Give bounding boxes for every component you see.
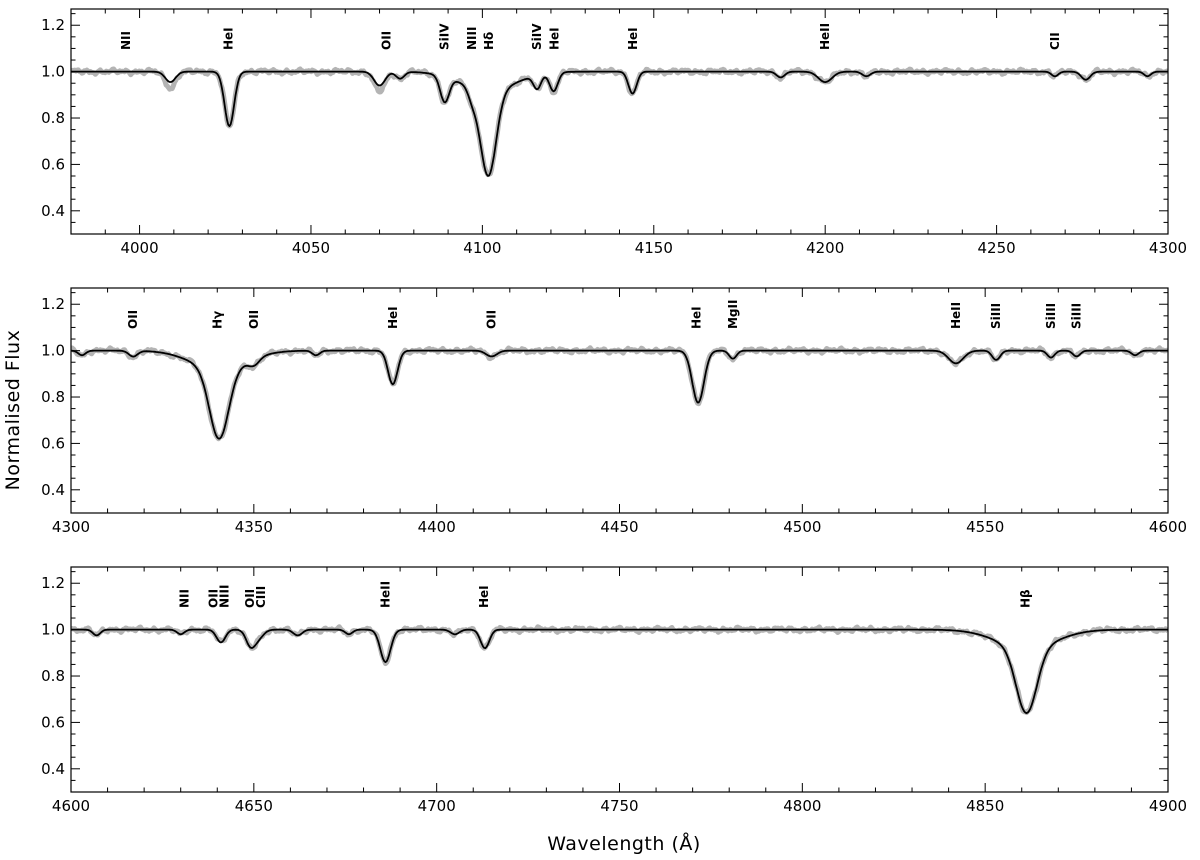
x-tick-label: 4300 [1149, 239, 1187, 257]
line-id-label: HeII [818, 23, 832, 50]
line-id-label: OII [485, 310, 499, 329]
x-tick-label: 4650 [235, 797, 273, 815]
x-tick-label: 4800 [783, 797, 821, 815]
x-tick-label: 4700 [418, 797, 456, 815]
line-id-label: NIII [465, 27, 479, 50]
x-tick-label: 4200 [806, 239, 844, 257]
x-tick-label: 4750 [600, 797, 638, 815]
line-id-label: HeI [689, 306, 703, 329]
y-tick-label: 0.6 [41, 713, 65, 731]
line-id-label: OII [243, 589, 257, 608]
x-tick-label: 4000 [120, 239, 158, 257]
line-id-label: HeI [477, 585, 491, 608]
observed-spectrum-series [71, 624, 1168, 715]
x-tick-label: 4900 [1149, 797, 1187, 815]
line-id-label: NIII [218, 585, 232, 608]
line-id-label: OII [126, 310, 140, 329]
y-tick-label: 0.4 [41, 760, 65, 778]
line-id-label: HeII [949, 302, 963, 329]
line-id-label: SiIV [530, 23, 544, 50]
line-id-label: NII [177, 589, 191, 608]
spectrum-panel-3: 4600 4650 4700 4750 4800 4850 4900 0.4 0.6 0.8 1.0… [41, 566, 1187, 815]
line-id-label: OII [379, 31, 393, 50]
line-id-label: SiIV [438, 23, 452, 50]
y-tick-label: 1.2 [41, 295, 65, 313]
line-id-label: SiIII [989, 303, 1003, 329]
line-id-label: HeI [386, 306, 400, 329]
x-axis-title: Wavelength (Å) [547, 832, 701, 855]
x-tick-label: 4050 [292, 239, 330, 257]
x-tick-label: 4600 [52, 797, 90, 815]
y-tick-label: 0.8 [41, 388, 65, 406]
y-tick-label: 1.2 [41, 574, 65, 592]
model-spectrum-series [71, 349, 1168, 440]
y-tick-label: 0.4 [41, 481, 65, 499]
x-tick-label: 4850 [966, 797, 1004, 815]
line-id-label: SiIII [1044, 303, 1058, 329]
line-id-label: Hβ [1018, 589, 1032, 608]
line-id-label: Hδ [482, 32, 496, 50]
y-tick-label: 0.6 [41, 434, 65, 452]
spectrum-panel-2: 4300 4350 4400 4450 4500 4550 4600 0.4 0.6 0.8 1.0… [41, 287, 1187, 536]
line-id-label: CII [1048, 32, 1062, 50]
x-tick-label: 4100 [463, 239, 501, 257]
y-tick-label: 1.0 [41, 63, 65, 81]
x-tick-label: 4250 [978, 239, 1016, 257]
observed-spectrum-series [71, 66, 1168, 178]
line-id-label: HeI [222, 27, 236, 50]
x-tick-label: 4400 [418, 518, 456, 536]
panel-frame [70, 566, 1169, 793]
y-tick-label: 0.6 [41, 155, 65, 173]
x-tick-label: 4550 [966, 518, 1004, 536]
x-tick-label: 4450 [600, 518, 638, 536]
x-tick-label: 4150 [635, 239, 673, 257]
line-id-label: CIII [254, 586, 268, 608]
line-id-label: MgII [726, 300, 740, 329]
line-id-label: NII [119, 31, 133, 50]
x-tick-label: 4350 [235, 518, 273, 536]
line-id-label: OII [247, 310, 261, 329]
line-id-label: Hγ [210, 311, 224, 329]
y-axis-title: Normalised Flux [2, 330, 24, 491]
y-tick-label: 1.0 [41, 621, 65, 639]
y-tick-label: 1.0 [41, 342, 65, 360]
x-tick-label: 4600 [1149, 518, 1187, 536]
y-tick-label: 0.4 [41, 202, 65, 220]
model-spectrum-series [71, 70, 1168, 177]
x-tick-label: 4500 [783, 518, 821, 536]
y-tick-label: 0.8 [41, 667, 65, 685]
spectrum-panel-1: 4000 4050 4100 4150 4200 4250 4300 0.4 0.6 0.8 1.0… [41, 8, 1187, 257]
line-id-label: HeII [378, 581, 392, 608]
line-id-label: SiIII [1070, 303, 1084, 329]
model-spectrum-series [71, 628, 1168, 714]
line-id-label: OII [207, 589, 221, 608]
line-id-label: HeI [626, 27, 640, 50]
y-tick-label: 1.2 [41, 16, 65, 34]
panel-frame [70, 287, 1169, 514]
x-tick-label: 4300 [52, 518, 90, 536]
observed-spectrum-series [71, 345, 1168, 442]
line-id-label: HeI [547, 27, 561, 50]
y-tick-label: 0.8 [41, 109, 65, 127]
